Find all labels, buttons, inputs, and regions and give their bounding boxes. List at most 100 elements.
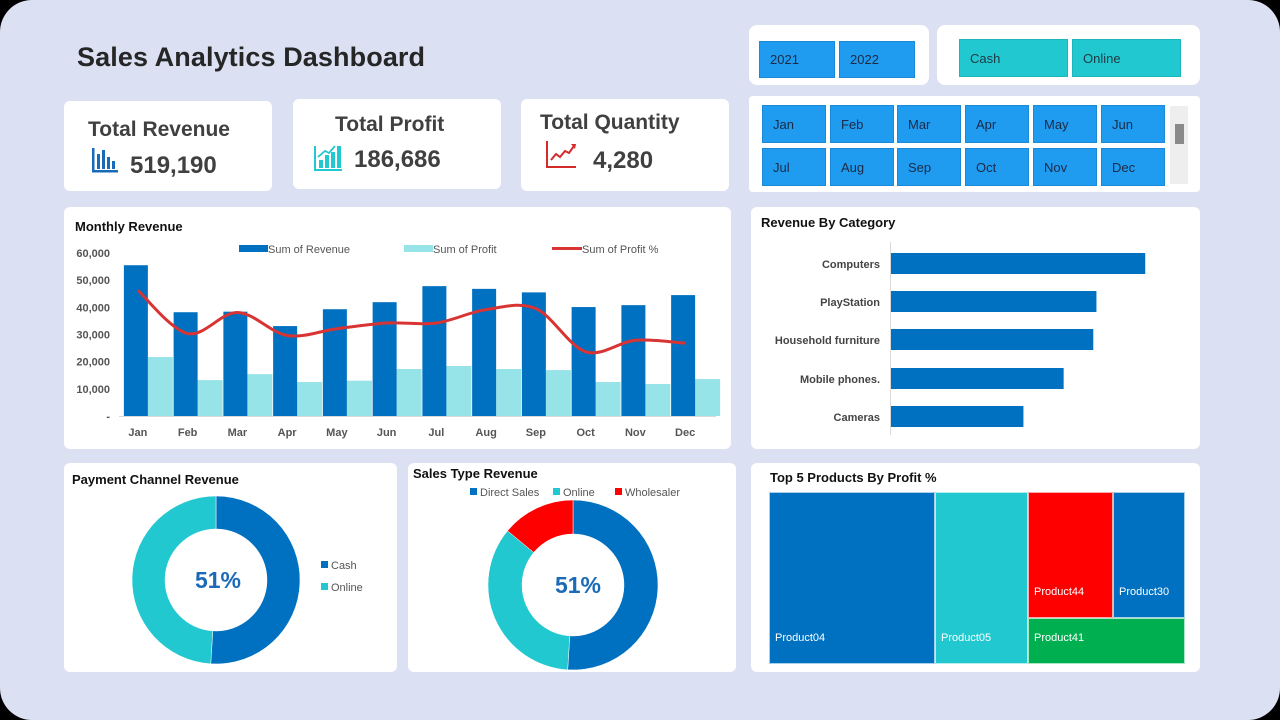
treemap-tile-product30[interactable]: Product30: [1113, 492, 1185, 618]
category-bar[interactable]: [891, 329, 1094, 350]
revenue-by-category-chart: Computers PlayStation Household furniture M…: [775, 242, 1146, 435]
revenue-by-category-card: Revenue By Category Computers PlayStation…: [751, 207, 1200, 449]
revenue-bar[interactable]: [273, 326, 298, 416]
donut-slice-online[interactable]: [487, 530, 571, 671]
profit-bar[interactable]: [645, 383, 671, 416]
y-tick-label: 50,000: [76, 275, 110, 287]
x-tick-label: Aug: [475, 427, 496, 439]
legend-swatch: [321, 561, 328, 568]
profit-bar[interactable]: [396, 369, 422, 416]
slicer-month-dec[interactable]: Dec: [1101, 148, 1165, 186]
category-bar[interactable]: [891, 368, 1064, 389]
slicer-month-apr[interactable]: Apr: [965, 105, 1029, 143]
treemap-tile-product05[interactable]: Product05: [935, 492, 1028, 664]
x-tick-label: Oct: [576, 427, 595, 439]
revenue-bar[interactable]: [671, 295, 696, 416]
monthly-revenue-chart: 60,000 50,000 40,000 30,000 20,000 10,000 - Jan…: [76, 244, 721, 439]
legend-label: Direct Sales: [480, 487, 540, 499]
kpi-label: Total Quantity: [540, 111, 680, 134]
line-trend-icon: [546, 141, 576, 168]
x-tick-label: Mar: [228, 427, 248, 439]
x-tick-label: Dec: [675, 427, 695, 439]
kpi-label: Total Profit: [335, 113, 445, 136]
profit-bar[interactable]: [197, 380, 223, 416]
profit-bar[interactable]: [147, 357, 173, 416]
slicer-month-mar[interactable]: Mar: [897, 105, 961, 143]
x-tick-label: Nov: [625, 427, 647, 439]
kpi-value: 519,190: [130, 152, 217, 179]
revenue-bar[interactable]: [123, 265, 148, 416]
slicer-month-nov[interactable]: Nov: [1033, 148, 1097, 186]
category-label: Cameras: [834, 412, 880, 424]
profit-bar[interactable]: [496, 369, 522, 416]
slicer-payment-online[interactable]: Online: [1072, 39, 1181, 77]
legend-label: Wholesaler: [625, 487, 680, 499]
donut-slice-direct-sales[interactable]: [567, 499, 659, 671]
sales-type-donut: Direct Sales Online Wholesaler: [470, 487, 680, 671]
donut-slice-wholesaler[interactable]: [507, 499, 574, 553]
treemap-tile-product41[interactable]: Product41: [1028, 618, 1185, 664]
legend-swatch: [321, 583, 328, 590]
y-tick-label: -: [106, 411, 110, 423]
treemap-tile-product04[interactable]: Product04: [769, 492, 935, 664]
slicer-month-jul[interactable]: Jul: [762, 148, 826, 186]
slicer-month-jun[interactable]: Jun: [1101, 105, 1165, 143]
treemap-label: Product41: [1034, 632, 1085, 644]
x-tick-label: Jun: [377, 427, 397, 439]
legend-label: Online: [563, 487, 595, 499]
legend-label: Online: [331, 582, 363, 594]
slicer-month-feb[interactable]: Feb: [830, 105, 894, 143]
category-bar[interactable]: [891, 291, 1097, 312]
donut-center-label: 51%: [194, 567, 242, 593]
slicer-payment-cash[interactable]: Cash: [959, 39, 1068, 77]
slicer-year-2022[interactable]: 2022: [839, 41, 915, 78]
profit-bar[interactable]: [695, 379, 721, 416]
slicer-year-2021[interactable]: 2021: [759, 41, 835, 78]
kpi-label: Total Revenue: [88, 118, 230, 141]
profit-bar[interactable]: [446, 366, 472, 416]
payment-channel-donut: Cash Online: [131, 495, 363, 665]
revenue-bar[interactable]: [223, 311, 248, 416]
kpi-card-total-revenue: Total Revenue 519,190: [64, 101, 272, 191]
revenue-bar[interactable]: [372, 302, 397, 416]
revenue-bar[interactable]: [322, 309, 347, 416]
treemap-tile-product44[interactable]: Product44: [1028, 492, 1113, 618]
profit-bar[interactable]: [595, 382, 621, 416]
chart-title: Monthly Revenue: [75, 219, 183, 234]
x-tick-label: Jan: [128, 427, 147, 439]
profit-bar[interactable]: [297, 382, 323, 416]
slicer-month-oct[interactable]: Oct: [965, 148, 1029, 186]
page-title: Sales Analytics Dashboard: [77, 42, 426, 72]
category-bar[interactable]: [891, 406, 1024, 427]
top-products-treemap: Product04 Product05 Product44 Product30 Prod…: [769, 492, 1185, 664]
revenue-bar[interactable]: [571, 307, 596, 416]
category-label: PlayStation: [820, 297, 880, 309]
x-tick-label: Jul: [428, 427, 444, 439]
profit-bar[interactable]: [247, 374, 273, 416]
profit-bar[interactable]: [545, 370, 571, 416]
legend-label: Sum of Profit: [433, 244, 497, 256]
month-slicer-scrollbar[interactable]: [1170, 106, 1188, 184]
profit-pct-line[interactable]: [136, 289, 686, 355]
x-tick-label: Feb: [178, 427, 198, 439]
slicer-month-sep[interactable]: Sep: [897, 148, 961, 186]
month-slicer: Jan Feb Mar Apr May Jun Jul Aug Sep Oct Nov Dec: [749, 96, 1200, 192]
y-tick-label: 30,000: [76, 330, 110, 342]
legend-label: Cash: [331, 560, 357, 572]
scrollbar-thumb[interactable]: [1175, 124, 1184, 144]
donut-slice-online[interactable]: [131, 495, 217, 665]
revenue-bar[interactable]: [621, 305, 646, 416]
donut-slice-cash[interactable]: [210, 495, 301, 665]
profit-bar[interactable]: [346, 380, 372, 416]
slicer-month-jan[interactable]: Jan: [762, 105, 826, 143]
chart-title: Top 5 Products By Profit %: [770, 470, 937, 485]
kpi-card-total-profit: Total Profit 186,686: [293, 99, 501, 189]
category-label: Household furniture: [775, 335, 880, 347]
treemap-label: Product30: [1119, 586, 1170, 598]
x-tick-label: Apr: [278, 427, 298, 439]
slicer-month-aug[interactable]: Aug: [830, 148, 894, 186]
category-bar[interactable]: [891, 253, 1146, 274]
chart-title: Payment Channel Revenue: [72, 472, 239, 487]
slicer-month-may[interactable]: May: [1033, 105, 1097, 143]
revenue-bar[interactable]: [422, 286, 447, 416]
